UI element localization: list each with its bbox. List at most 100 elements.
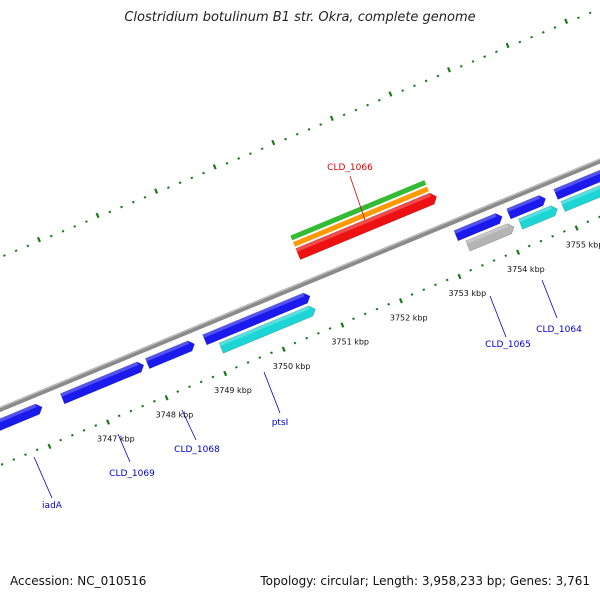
outer-tick [37, 236, 41, 243]
outer-tick [329, 115, 334, 122]
outer-tick [495, 50, 498, 54]
outer-tick [202, 171, 205, 175]
inner-tick [422, 288, 426, 292]
inner-tick [211, 375, 215, 379]
outer-tick [436, 74, 440, 78]
outer-tick [154, 188, 159, 194]
cds-arrow [453, 213, 503, 242]
inner-tick [340, 322, 345, 328]
outer-tick [483, 55, 487, 58]
tick-label: 3753 kbp [448, 289, 486, 298]
cds-arrow-shine [553, 159, 600, 193]
inner-tick [363, 312, 367, 316]
inner-tick [117, 414, 121, 418]
inner-tick [223, 370, 228, 377]
inner-tick [480, 264, 484, 267]
outer-tick [237, 157, 241, 160]
gene-leader-line [33, 456, 53, 499]
page-title: Clostridium botulinum B1 str. Okra, comp… [124, 10, 476, 25]
cds-arrow [218, 305, 316, 354]
inner-tick [445, 278, 449, 282]
inner-tick [0, 463, 4, 466]
inner-tick [281, 346, 286, 353]
inner-tick [47, 443, 52, 450]
inner-tick [82, 429, 86, 432]
inner-tick [504, 254, 508, 258]
tick-label: 3751 kbp [331, 338, 369, 347]
outer-tick [505, 42, 510, 49]
cds-arrow [465, 223, 515, 252]
inner-tick [106, 419, 111, 425]
inner-tick [469, 268, 473, 272]
outer-tick [108, 210, 112, 214]
accession-text: Accession: NC_010516 [10, 574, 147, 588]
outer-tick [413, 84, 416, 88]
inner-tick [539, 239, 543, 243]
outer-tick [120, 205, 123, 209]
outer-tick [212, 164, 217, 170]
outer-tick [577, 16, 580, 20]
outer-tick [530, 35, 533, 39]
outer-tick [190, 176, 194, 180]
inner-tick [352, 317, 355, 321]
inner-tick [375, 307, 379, 311]
inner-tick [59, 438, 63, 442]
cds-arrow-shine [506, 195, 541, 212]
inner-tick [12, 458, 16, 461]
outer-tick [377, 98, 381, 102]
outer-tick [541, 30, 545, 34]
inner-tick [551, 234, 555, 238]
outer-tick [471, 60, 475, 63]
outer-tick [178, 181, 182, 185]
inner-tick [24, 453, 27, 456]
cds-arrow [518, 205, 558, 230]
tick-label: 3749 kbp [214, 386, 252, 395]
inner-tick [152, 399, 156, 403]
gene-leader-line [181, 409, 197, 441]
cds-arrow-shine [60, 361, 139, 397]
backbone-line [0, 139, 600, 420]
outer-tick [388, 91, 393, 97]
gene-leader-line [117, 433, 131, 463]
outer-tick [249, 152, 252, 155]
cds-arrow [202, 292, 311, 346]
outer-tick [49, 234, 53, 238]
outer-tick [342, 113, 346, 117]
cds-arrow [506, 195, 547, 220]
inner-tick [258, 356, 262, 359]
cds-arrow-shine [202, 293, 305, 338]
tick-label: 3755 kbp [566, 241, 600, 250]
cds-arrow-shine [453, 213, 497, 234]
inner-tick [316, 331, 320, 335]
inner-tick [234, 365, 238, 369]
inner-tick [188, 385, 191, 389]
inner-tick [328, 327, 332, 330]
cds-arrow-shine [560, 172, 600, 205]
inner-tick [492, 259, 496, 262]
cds-arrow-shine [145, 340, 190, 362]
gene-leader-line [263, 371, 281, 414]
inner-tick [293, 341, 297, 345]
outer-tick [95, 212, 100, 219]
inner-tick [387, 302, 391, 306]
track-group [0, 11, 600, 466]
gene-label-cld_1068: CLD_1068 [174, 445, 220, 455]
cds-arrow-shine [0, 403, 37, 429]
gene-label-iada: iadA [42, 501, 63, 511]
inner-tick [70, 433, 74, 437]
band-orange [293, 186, 429, 247]
outer-tick [564, 18, 569, 24]
gene-leader-line [489, 295, 507, 338]
tick-label: 3747 kbp [97, 435, 135, 444]
inner-tick [129, 409, 133, 413]
outer-tick [3, 254, 6, 257]
genome-summary-text: Topology: circular; Length: 3,958,233 bp… [260, 574, 590, 588]
inner-tick [164, 395, 169, 401]
inner-tick [35, 448, 39, 452]
cds-arrow-shine [219, 305, 310, 347]
outer-tick [518, 40, 522, 44]
gene-label-cld_1069: CLD_1069 [109, 469, 155, 479]
outer-tick [260, 147, 264, 151]
outer-tick [225, 162, 229, 165]
cds-arrow-shine [518, 205, 552, 223]
